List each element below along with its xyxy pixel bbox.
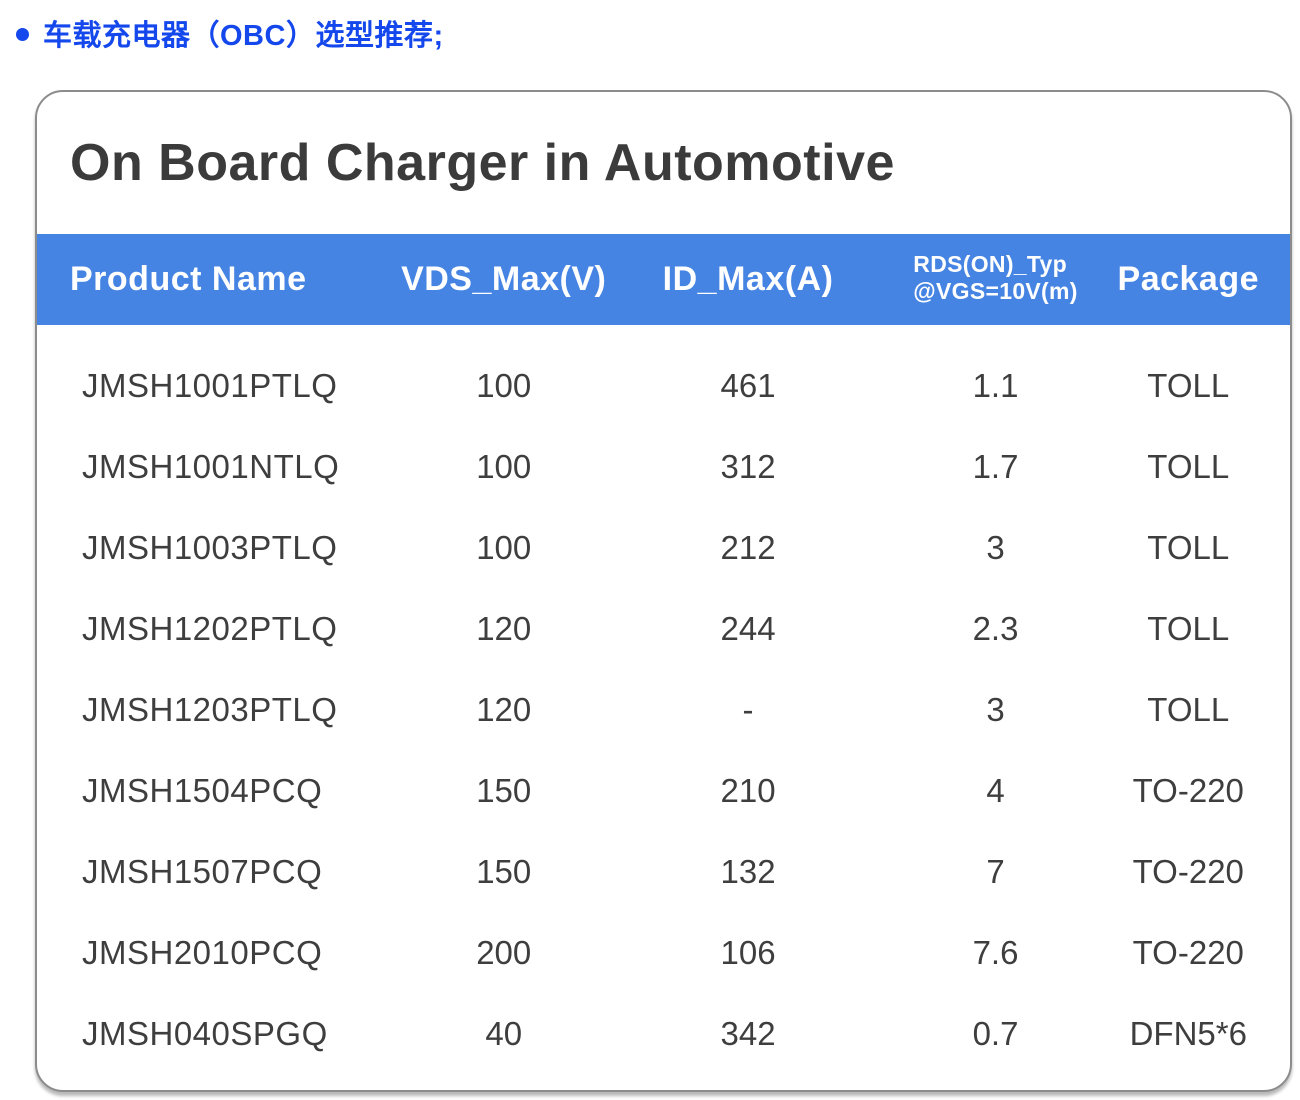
rds-cell: 1.1	[972, 366, 1019, 404]
table-row: JMSH1003PTLQ 100 212 3 TOLL	[37, 507, 1290, 588]
table-header: Product Name VDS_Max(V) ID_Max(A) RDS(ON…	[37, 234, 1290, 325]
product-name-cell: JMSH1203PTLQ	[82, 690, 338, 728]
table-row: JMSH1001NTLQ 100 312 1.7 TOLL	[37, 426, 1290, 507]
id-max-cell: 461	[720, 366, 776, 404]
package-cell: TO-220	[1132, 933, 1244, 971]
vds-max-cell: 120	[476, 690, 532, 728]
table-row: JMSH1507PCQ 150 132 7 TO-220	[37, 831, 1290, 912]
rds-cell: 4	[986, 771, 1005, 809]
package-cell: DFN5*6	[1129, 1014, 1247, 1052]
vds-max-cell: 100	[476, 366, 532, 404]
vds-max-cell: 200	[476, 933, 532, 971]
package-cell: TOLL	[1147, 447, 1230, 485]
column-header-rds-on: RDS(ON)_Typ @VGS=10V(m)	[876, 234, 1114, 325]
id-max-cell: 212	[720, 528, 776, 566]
table-row: JMSH040SPGQ 40 342 0.7 DFN5*6	[37, 993, 1290, 1074]
product-name-cell: JMSH1202PTLQ	[82, 609, 338, 647]
product-name-cell: JMSH1001NTLQ	[82, 447, 340, 485]
spacer-row	[37, 325, 1290, 345]
table-row: JMSH1202PTLQ 120 244 2.3 TOLL	[37, 588, 1290, 669]
package-cell: TOLL	[1147, 366, 1230, 404]
product-name-cell: JMSH1504PCQ	[82, 771, 323, 809]
table-row: JMSH1001PTLQ 100 461 1.1 TOLL	[37, 345, 1290, 426]
product-name-cell: JMSH1507PCQ	[82, 852, 323, 890]
column-header-package: Package	[1117, 260, 1260, 298]
table-row: JMSH1203PTLQ 120 - 3 TOLL	[37, 669, 1290, 750]
header-row: Product Name VDS_Max(V) ID_Max(A) RDS(ON…	[37, 234, 1290, 325]
product-name-cell: JMSH2010PCQ	[82, 933, 323, 971]
id-max-cell: 244	[720, 609, 776, 647]
table-body: JMSH1001PTLQ 100 461 1.1 TOLL JMSH1001NT…	[37, 325, 1290, 1074]
column-header-vds-max: VDS_Max(V)	[401, 260, 607, 298]
rds-cell: 2.3	[972, 609, 1019, 647]
package-cell: TO-220	[1132, 771, 1244, 809]
rds-cell: 7.6	[972, 933, 1019, 971]
rds-cell: 3	[986, 690, 1005, 728]
id-max-cell: -	[742, 690, 754, 728]
column-header-id-max: ID_Max(A)	[662, 260, 834, 298]
rds-header-line1: RDS(ON)_Typ	[913, 250, 1067, 277]
table-row: JMSH2010PCQ 200 106 7.6 TO-220	[37, 912, 1290, 993]
package-cell: TOLL	[1147, 528, 1230, 566]
vds-max-cell: 120	[476, 609, 532, 647]
vds-max-cell: 150	[476, 771, 532, 809]
rds-cell: 0.7	[972, 1014, 1019, 1052]
rds-cell: 7	[986, 852, 1005, 890]
product-spec-table: Product Name VDS_Max(V) ID_Max(A) RDS(ON…	[37, 234, 1290, 1074]
package-cell: TO-220	[1132, 852, 1244, 890]
id-max-cell: 132	[720, 852, 776, 890]
column-header-product-name: Product Name	[70, 260, 307, 298]
product-name-cell: JMSH1001PTLQ	[82, 366, 338, 404]
bullet-icon	[16, 27, 29, 41]
rds-header-line2: @VGS=10V(m)	[913, 278, 1078, 305]
package-cell: TOLL	[1147, 609, 1230, 647]
vds-max-cell: 40	[485, 1014, 523, 1052]
id-max-cell: 106	[720, 933, 776, 971]
rds-cell: 3	[986, 528, 1005, 566]
page-heading: 车载充电器（OBC）选型推荐;	[16, 12, 444, 54]
product-table-card: On Board Charger in Automotive Product N…	[35, 90, 1292, 1092]
vds-max-cell: 100	[476, 528, 532, 566]
rds-cell: 1.7	[972, 447, 1019, 485]
vds-max-cell: 150	[476, 852, 532, 890]
table-row: JMSH1504PCQ 150 210 4 TO-220	[37, 750, 1290, 831]
rds-header-block: RDS(ON)_Typ @VGS=10V(m)	[913, 251, 1077, 306]
product-name-cell: JMSH1003PTLQ	[82, 528, 338, 566]
card-title: On Board Charger in Automotive	[70, 134, 895, 192]
id-max-cell: 312	[720, 447, 776, 485]
id-max-cell: 342	[720, 1014, 776, 1052]
card-title-area: On Board Charger in Automotive	[37, 92, 1290, 234]
product-name-cell: JMSH040SPGQ	[82, 1014, 328, 1052]
package-cell: TOLL	[1147, 690, 1230, 728]
page-heading-text: 车载充电器（OBC）选型推荐;	[43, 20, 444, 52]
vds-max-cell: 100	[476, 447, 532, 485]
id-max-cell: 210	[720, 771, 776, 809]
